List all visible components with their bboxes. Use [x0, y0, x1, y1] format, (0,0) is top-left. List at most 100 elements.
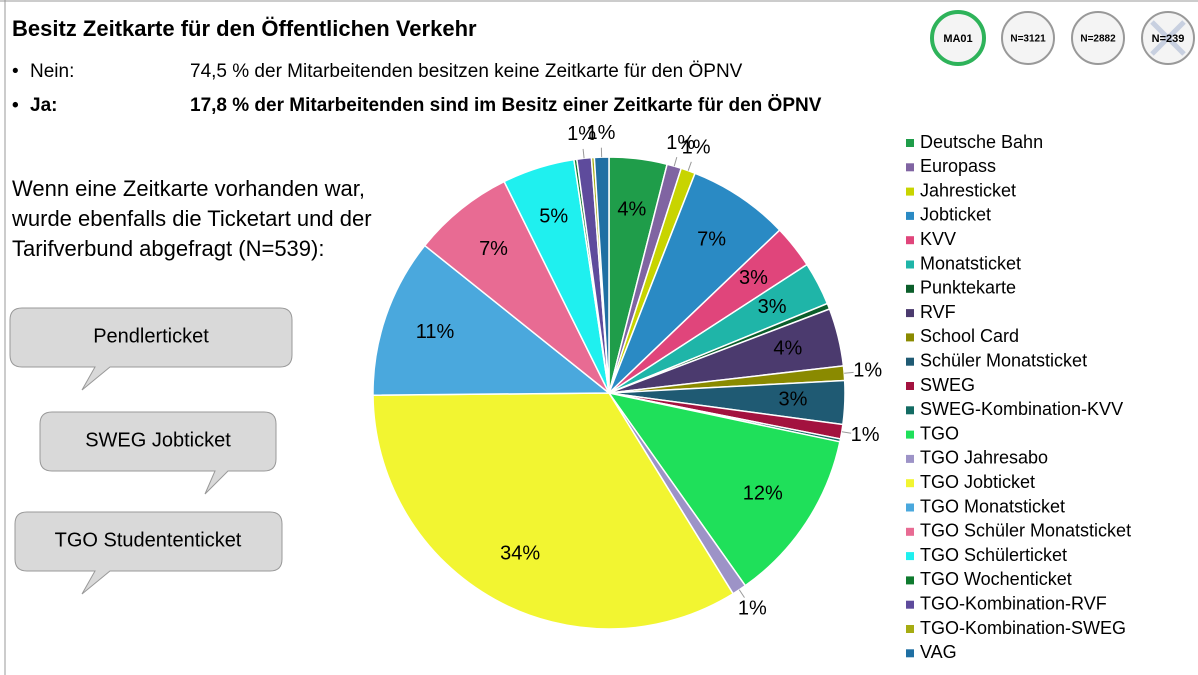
legend-label: School Card	[920, 326, 1019, 346]
legend-label: TGO	[920, 423, 959, 443]
legend-label: Deutsche Bahn	[920, 132, 1043, 152]
pie-slice	[423, 180, 610, 394]
pie-slice	[608, 172, 781, 394]
badge-circle	[1071, 11, 1125, 65]
leader-line	[673, 156, 678, 167]
badge-text: N=2882	[1080, 34, 1116, 45]
bullet-dot: •	[12, 61, 19, 82]
legend-swatch	[906, 552, 914, 561]
legend-label: TGO Jobticket	[920, 472, 1035, 492]
leader-line	[844, 371, 854, 374]
badge: N=3121	[1001, 11, 1055, 65]
data-label: 1%	[682, 137, 711, 159]
bullet-text: 74,5 % der Mitarbeitenden besitzen keine…	[190, 61, 743, 82]
legend-swatch	[906, 163, 914, 172]
legend-swatch	[906, 576, 914, 585]
legend-swatch	[906, 309, 914, 318]
legend-label: Jobticket	[920, 205, 991, 225]
legend-label: SWEG-Kombination-KVV	[920, 399, 1123, 419]
note-line: Tarifverbund abgefragt (N=539):	[12, 236, 324, 261]
bullet-label: Nein:	[30, 61, 74, 82]
data-label: 3%	[778, 389, 807, 411]
legend-label: KVV	[920, 229, 956, 249]
legend-swatch	[906, 454, 914, 463]
legend-swatch	[906, 649, 914, 658]
pie-slice	[593, 156, 610, 394]
legend-swatch	[906, 236, 914, 245]
badge-icon	[1150, 20, 1186, 56]
legend-label: Punktekarte	[920, 278, 1016, 298]
leader-line	[582, 148, 585, 159]
callout-text: Pendlerticket	[93, 325, 209, 347]
legend-label: TGO-Kombination-SWEG	[920, 618, 1126, 638]
data-label: 4%	[773, 338, 802, 360]
legend-swatch	[906, 503, 914, 512]
data-label: 11%	[416, 321, 455, 343]
pie-slice	[372, 244, 612, 396]
legend-label: TGO Schülerticket	[920, 545, 1067, 565]
legend-swatch	[906, 260, 914, 269]
data-label: 1%	[586, 122, 615, 144]
note-line: wurde ebenfalls die Ticketart und der	[11, 206, 372, 231]
data-label: 12%	[743, 482, 783, 504]
data-label: 3%	[739, 267, 768, 289]
legend-swatch	[906, 430, 914, 439]
data-label: 1%	[567, 123, 596, 145]
callout-shape	[39, 411, 277, 495]
badge-text: MA01	[943, 33, 972, 45]
legend-swatch	[906, 479, 914, 488]
badge: N=2882	[1071, 11, 1125, 65]
legend-label: TGO Monatsticket	[920, 496, 1065, 516]
badge-circle	[930, 10, 986, 66]
pie-slice	[372, 392, 735, 630]
leader-line	[738, 589, 745, 598]
data-label: 5%	[539, 206, 568, 228]
badge-circle	[1001, 11, 1055, 65]
data-label: 7%	[479, 238, 508, 260]
data-label: 3%	[758, 296, 787, 318]
data-label: 34%	[500, 542, 540, 564]
legend-label: TGO Jahresabo	[920, 448, 1048, 468]
legend-swatch	[906, 625, 914, 633]
badge: N=239	[1141, 11, 1195, 65]
legend-label: TGO Schüler Monatsticket	[920, 521, 1131, 541]
callout-shape	[14, 511, 283, 595]
data-label: 1%	[666, 132, 695, 154]
callout-text: SWEG Jobticket	[85, 429, 231, 451]
data-label: 1%	[851, 424, 880, 446]
bullet-dot: •	[12, 95, 19, 116]
data-label: 1%	[853, 360, 882, 382]
legend-swatch	[906, 382, 914, 390]
callout: SWEG Jobticket	[39, 411, 277, 495]
callout: TGO Studententicket	[14, 511, 283, 595]
callout-text: TGO Studententicket	[55, 529, 242, 551]
leader-line	[841, 431, 852, 434]
legend-swatch	[906, 527, 914, 536]
legend-swatch	[906, 600, 914, 609]
legend-label: Monatsticket	[920, 253, 1021, 273]
legend-swatch	[906, 333, 914, 342]
title: Besitz Zeitkarte für den Öffentlichen Ve…	[12, 16, 477, 41]
badge-text: N=239	[1152, 33, 1185, 45]
legend-swatch	[906, 211, 914, 220]
legend-swatch	[906, 406, 914, 415]
legend-label: VAG	[920, 642, 957, 662]
pie-slice	[607, 391, 841, 587]
legend-label: SWEG	[920, 375, 975, 395]
legend-label: TGO Wochenticket	[920, 569, 1072, 589]
callout-shape	[9, 307, 293, 391]
badge: MA01	[930, 10, 986, 66]
data-label: 7%	[697, 228, 726, 250]
legend-label: Europass	[920, 156, 996, 176]
legend-label: TGO-Kombination-RVF	[920, 593, 1107, 613]
legend-label: RVF	[920, 302, 956, 322]
note-line: Wenn eine Zeitkarte vorhanden war,	[12, 176, 365, 201]
bullet-label: Ja:	[30, 95, 57, 116]
callout: Pendlerticket	[9, 307, 293, 391]
bullet-text: 17,8 % der Mitarbeitenden sind im Besitz…	[190, 95, 822, 116]
legend-swatch	[906, 357, 914, 366]
data-label: 4%	[617, 199, 646, 221]
badge-text: N=3121	[1010, 34, 1046, 45]
